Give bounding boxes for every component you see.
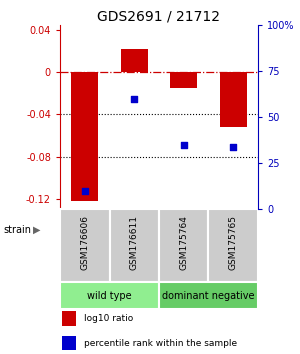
Bar [121, 49, 148, 72]
Text: wild type: wild type [87, 291, 132, 301]
Bar [208, 210, 258, 282]
Bar [62, 336, 76, 350]
Point [82, 188, 87, 194]
Bar [110, 210, 159, 282]
Text: GSM176611: GSM176611 [130, 215, 139, 270]
Text: log10 ratio: log10 ratio [84, 314, 133, 323]
Bar [62, 311, 76, 326]
Bar [60, 210, 110, 282]
Text: percentile rank within the sample: percentile rank within the sample [84, 338, 237, 348]
Bar [220, 72, 247, 127]
Point [132, 96, 137, 102]
Text: GSM175765: GSM175765 [229, 215, 238, 270]
Point [231, 144, 236, 149]
Bar [159, 210, 208, 282]
Text: ▶: ▶ [33, 225, 40, 235]
Title: GDS2691 / 21712: GDS2691 / 21712 [98, 10, 220, 24]
Bar [71, 72, 98, 201]
Bar [60, 282, 159, 309]
Bar [170, 72, 197, 88]
Text: GSM175764: GSM175764 [179, 215, 188, 270]
Text: GSM176606: GSM176606 [80, 215, 89, 270]
Point [181, 142, 186, 148]
Text: strain: strain [3, 225, 31, 235]
Bar [159, 282, 258, 309]
Text: dominant negative: dominant negative [162, 291, 255, 301]
